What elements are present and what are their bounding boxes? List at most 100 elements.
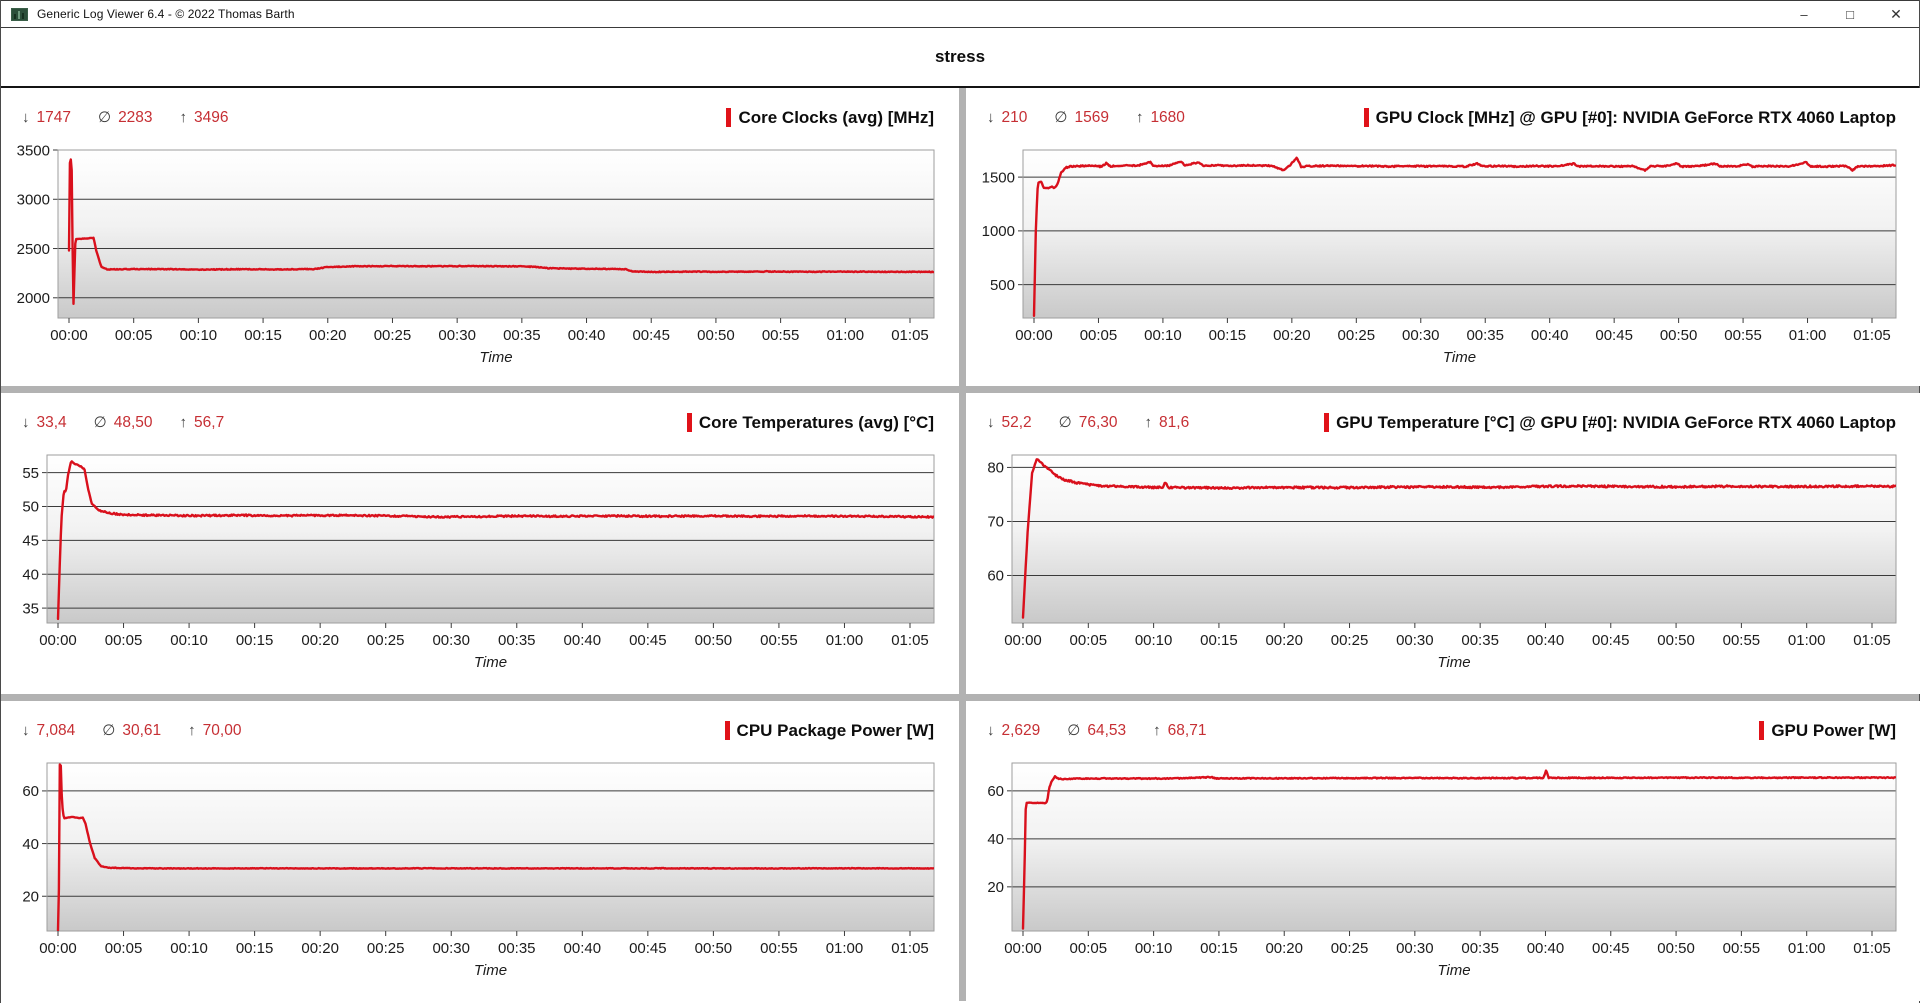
svg-text:00:55: 00:55 xyxy=(1723,940,1761,957)
gpu-clock-plot[interactable]: 1500 1000 500 00:00 00:05 00:10 00:15 00:20 00:2… xyxy=(966,134,1920,370)
max-arrow-icon: ↑ xyxy=(1153,722,1161,739)
svg-text:00:40: 00:40 xyxy=(1527,632,1565,649)
svg-text:500: 500 xyxy=(990,277,1015,294)
svg-text:00:05: 00:05 xyxy=(105,940,143,957)
svg-text:20: 20 xyxy=(987,879,1004,896)
svg-text:01:05: 01:05 xyxy=(891,632,929,649)
chart-panel-gpu-temp: ↓ 52,2 ∅ 76,30 ↑ 81,6 GPU Temperature [°C] … xyxy=(966,393,1920,694)
svg-text:00:10: 00:10 xyxy=(1144,327,1182,344)
svg-text:01:05: 01:05 xyxy=(1853,327,1891,344)
stat-min: 52,2 xyxy=(1001,414,1032,431)
svg-text:00:25: 00:25 xyxy=(374,327,412,344)
svg-text:00:55: 00:55 xyxy=(1724,327,1762,344)
svg-text:00:25: 00:25 xyxy=(367,940,405,957)
svg-text:00:00: 00:00 xyxy=(39,940,77,957)
gpu-power-plot[interactable]: 60 40 20 00:00 00:05 00:10 00:15 00:20 00:25 00:3… xyxy=(966,747,1920,983)
svg-text:Time: Time xyxy=(1437,962,1470,979)
svg-text:1000: 1000 xyxy=(982,223,1015,240)
chart-stats: ↓ 210 ∅ 1569 ↑ 1680 xyxy=(987,108,1185,127)
stat-max: 68,71 xyxy=(1167,722,1207,739)
svg-text:00:30: 00:30 xyxy=(438,327,476,344)
title-bar[interactable]: Generic Log Viewer 6.4 - © 2022 Thomas B… xyxy=(1,0,1919,28)
svg-text:00:45: 00:45 xyxy=(629,632,667,649)
stat-avg: 2283 xyxy=(118,109,153,126)
chart-head: ↓ 2,629 ∅ 64,53 ↑ 68,71 GPU Power [W] xyxy=(966,701,1920,747)
svg-text:00:00: 00:00 xyxy=(1004,940,1042,957)
min-arrow-icon: ↓ xyxy=(987,414,995,431)
svg-text:Time: Time xyxy=(1437,654,1470,671)
stat-min: 7,084 xyxy=(36,722,76,739)
series-color-marker xyxy=(686,413,692,432)
stat-min: 2,629 xyxy=(1001,722,1041,739)
core-clocks-plot[interactable]: 3500 3000 2500 2000 00:00 00:05 00:10 00:15 00:2… xyxy=(1,134,959,370)
svg-text:01:00: 01:00 xyxy=(826,940,864,957)
maximize-button[interactable]: □ xyxy=(1827,1,1873,27)
chart-title: Core Clocks (avg) [MHz] xyxy=(726,108,934,128)
chart-title: Core Temperatures (avg) [°C] xyxy=(686,413,934,433)
svg-text:Time: Time xyxy=(474,962,507,979)
min-arrow-icon: ↓ xyxy=(22,109,30,126)
svg-text:00:15: 00:15 xyxy=(244,327,282,344)
cpu-power-plot[interactable]: 60 40 20 00:00 00:05 00:10 00:15 00:20 00:25 00:3… xyxy=(1,747,959,983)
svg-text:00:20: 00:20 xyxy=(301,632,339,649)
series-color-marker xyxy=(724,721,730,740)
chart-panel-core-clocks: ↓ 1747 ∅ 2283 ↑ 3496 Core Clocks (avg) [MHz… xyxy=(1,88,959,386)
svg-text:00:15: 00:15 xyxy=(1209,327,1247,344)
chart-head: ↓ 1747 ∅ 2283 ↑ 3496 Core Clocks (avg) [MHz… xyxy=(1,88,959,134)
svg-text:00:50: 00:50 xyxy=(695,940,733,957)
svg-text:45: 45 xyxy=(22,533,39,550)
chart-head: ↓ 52,2 ∅ 76,30 ↑ 81,6 GPU Temperature [°C] … xyxy=(966,393,1920,439)
avg-icon: ∅ xyxy=(1054,109,1068,126)
svg-text:Time: Time xyxy=(474,654,507,671)
series-color-marker xyxy=(1363,108,1369,127)
svg-text:00:00: 00:00 xyxy=(1015,327,1053,344)
stat-max: 3496 xyxy=(194,109,229,126)
max-arrow-icon: ↑ xyxy=(179,414,188,431)
svg-text:1500: 1500 xyxy=(982,169,1015,186)
chart-panel-gpu-power: ↓ 2,629 ∅ 64,53 ↑ 68,71 GPU Power [W] 60 40 2… xyxy=(966,701,1920,1001)
svg-text:40: 40 xyxy=(987,831,1004,848)
svg-text:00:05: 00:05 xyxy=(1070,940,1108,957)
svg-text:00:15: 00:15 xyxy=(1200,632,1238,649)
svg-text:00:20: 00:20 xyxy=(1273,327,1311,344)
svg-text:00:25: 00:25 xyxy=(1331,632,1369,649)
svg-text:3500: 3500 xyxy=(17,142,50,159)
series-color-marker xyxy=(726,108,732,127)
svg-text:00:05: 00:05 xyxy=(115,327,153,344)
svg-text:50: 50 xyxy=(22,499,39,516)
svg-text:00:50: 00:50 xyxy=(1660,327,1698,344)
svg-text:00:10: 00:10 xyxy=(1135,940,1173,957)
svg-text:00:10: 00:10 xyxy=(1135,632,1173,649)
min-arrow-icon: ↓ xyxy=(22,722,30,739)
chart-head: ↓ 7,084 ∅ 30,61 ↑ 70,00 CPU Package Power [… xyxy=(1,701,959,747)
svg-text:00:40: 00:40 xyxy=(1527,940,1565,957)
gpu-temp-plot[interactable]: 80 70 60 00:00 00:05 00:10 00:15 00:20 00:25 00:3… xyxy=(966,439,1920,675)
svg-text:60: 60 xyxy=(987,568,1004,585)
core-temps-plot[interactable]: 55 50 45 40 3500:00 00:05 00:10 00:15 00:20 00:25… xyxy=(1,439,959,675)
log-header: stress xyxy=(1,28,1919,88)
chart-panel-gpu-clock: ↓ 210 ∅ 1569 ↑ 1680 GPU Clock [MHz] @ GPU [… xyxy=(966,88,1920,386)
stat-min: 210 xyxy=(1001,109,1028,126)
svg-text:00:30: 00:30 xyxy=(432,632,470,649)
svg-text:35: 35 xyxy=(22,600,39,617)
svg-text:80: 80 xyxy=(987,460,1004,477)
svg-text:2500: 2500 xyxy=(17,241,50,258)
svg-text:00:30: 00:30 xyxy=(1396,940,1434,957)
svg-text:00:20: 00:20 xyxy=(301,940,339,957)
min-arrow-icon: ↓ xyxy=(22,414,30,431)
min-arrow-icon: ↓ xyxy=(987,109,995,126)
min-arrow-icon: ↓ xyxy=(987,722,995,739)
chart-title: GPU Power [W] xyxy=(1759,721,1896,741)
close-button[interactable]: ✕ xyxy=(1873,1,1919,27)
svg-text:01:00: 01:00 xyxy=(826,632,864,649)
chart-title-text: GPU Clock [MHz] @ GPU [#0]: NVIDIA GeFor… xyxy=(1375,107,1896,127)
svg-text:00:50: 00:50 xyxy=(697,327,735,344)
svg-text:00:05: 00:05 xyxy=(1070,632,1108,649)
svg-text:40: 40 xyxy=(22,836,39,853)
avg-icon: ∅ xyxy=(97,109,112,126)
svg-text:00:55: 00:55 xyxy=(760,940,798,957)
svg-text:01:05: 01:05 xyxy=(891,327,929,344)
svg-text:00:55: 00:55 xyxy=(1723,632,1761,649)
svg-text:01:05: 01:05 xyxy=(1853,632,1891,649)
minimize-button[interactable]: – xyxy=(1781,1,1827,27)
